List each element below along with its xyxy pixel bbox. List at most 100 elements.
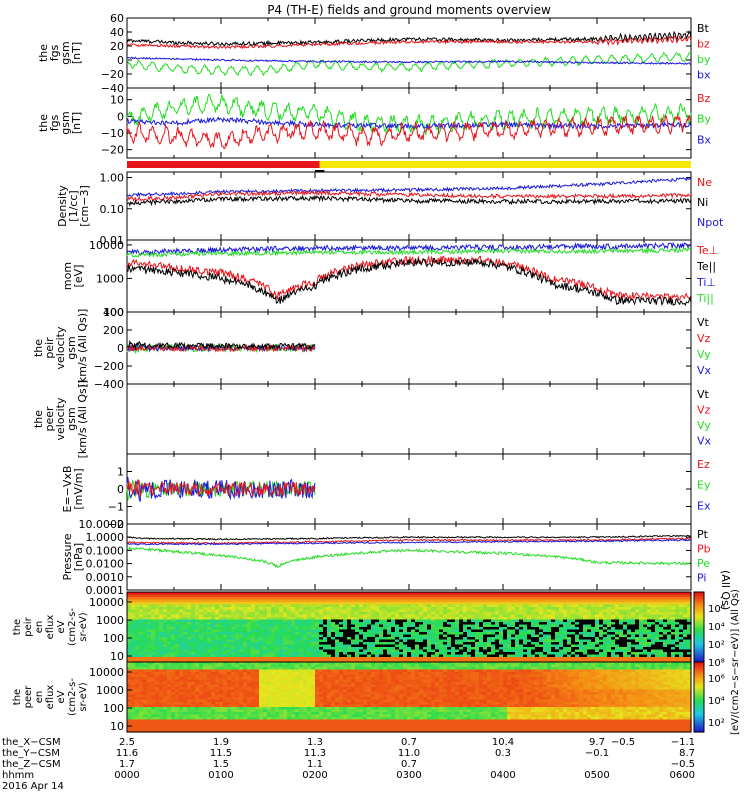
spectrogram-cell [615,612,620,616]
spectrogram-cell [399,594,404,598]
spectrogram-cell [199,642,204,646]
spectrogram-cell [443,614,448,618]
spectrogram-cell [543,602,548,606]
spectrogram-cell [155,629,160,633]
spectrogram-cell [139,664,144,668]
spectrogram-cell [431,607,436,611]
spectrogram-cell [451,627,456,631]
spectrogram-cell [511,619,516,623]
y-tick-label: 0.10 [100,203,125,216]
spectrogram-cell [203,714,208,718]
spectrogram-cell [383,597,388,601]
spectrogram-cell [307,619,312,623]
spectrogram-cell [311,602,316,606]
spectrogram-cell [163,674,168,678]
spectrogram-cell [487,594,492,598]
spectrogram-cell [335,599,340,603]
spectrogram-cell [411,627,416,631]
spectrogram-cell [619,634,624,638]
spectrogram-cell [679,637,684,641]
spectrogram-cell [379,652,384,656]
spectrogram-cell [511,602,516,606]
spectrogram-cell [251,597,256,601]
spectrogram-cell [223,712,228,716]
spectrogram-cell [235,604,240,608]
spectrogram-cell [147,727,152,731]
spectrogram-cell [291,629,296,633]
spectrogram-cell [251,642,256,646]
spectrogram-cell [335,639,340,643]
spectrogram-cell [583,634,588,638]
spectrogram-cell [359,657,364,661]
spectrogram-cell [667,597,672,601]
spectrogram-cell [551,602,556,606]
spectrogram-cell [483,637,488,641]
spectrogram-cell [659,649,664,653]
spectrogram-cell [203,612,208,616]
spectrogram-cell [623,659,628,663]
spectrogram-cell [663,642,668,646]
spectrogram-cell [667,647,672,651]
spectrogram-cell [415,629,420,633]
spectrogram-cell [139,702,144,706]
spectrogram-cell [451,619,456,623]
spectrogram-cell [595,657,600,661]
spectrogram-cell [547,602,552,606]
spectrogram-cell [563,639,568,643]
spectrogram-cell [227,607,232,611]
spectrogram-cell [219,632,224,636]
spectrogram-cell [615,642,620,646]
spectrogram-cell [199,672,204,676]
spectrogram-cell [211,719,216,723]
spectrogram-cell [643,602,648,606]
spectrogram-cell [303,654,308,658]
spectrogram-cell [679,592,684,596]
spectrogram-cell [443,637,448,641]
spectrogram-cell [623,599,628,603]
spectrogram-cell [599,622,604,626]
spectrogram-cell [499,632,504,636]
spectrogram-cell [311,642,316,646]
spectrogram-cell [203,614,208,618]
spectrogram-cell [595,627,600,631]
spectrogram-cell [171,624,176,628]
spectrogram-cell [219,684,224,688]
spectrogram-cell [191,612,196,616]
spectrogram-cell [503,617,508,621]
spectrogram-cell [571,652,576,656]
spectrogram-cell [167,684,172,688]
spectrogram-cell [439,612,444,616]
spectrogram-cell [367,639,372,643]
spectrogram-cell [195,619,200,623]
spectrogram-cell [315,644,320,648]
spectrogram-cell [655,599,660,603]
spectrogram-cell [323,592,328,596]
spectrogram-cell [219,687,224,691]
spectrogram-cell [367,657,372,661]
spectrogram-cell [403,659,408,663]
spectrogram-cell [143,697,148,701]
spectrogram-cell [159,664,164,668]
spectrogram-cell [515,637,520,641]
spectrogram-cell [591,604,596,608]
spectrogram-cell [175,604,180,608]
spectrogram-cell [251,724,256,728]
spectrogram-cell [535,614,540,618]
spectrogram-cell [659,642,664,646]
spectrogram-cell [639,612,644,616]
spectrogram-cell [131,629,136,633]
spectrogram-cell [263,654,268,658]
spectrogram-cell [355,599,360,603]
spectrogram-cell [251,617,256,621]
spectrogram-cell [623,632,628,636]
spectrogram-cell [631,604,636,608]
spectrogram-cell [375,659,380,663]
spectrogram-cell [271,627,276,631]
spectrogram-cell [575,604,580,608]
spectrogram-cell [135,617,140,621]
spectrogram-cell [207,729,212,733]
spectrogram-cell [523,644,528,648]
spectrogram-cell [587,649,592,653]
spectrogram-cell [535,652,540,656]
